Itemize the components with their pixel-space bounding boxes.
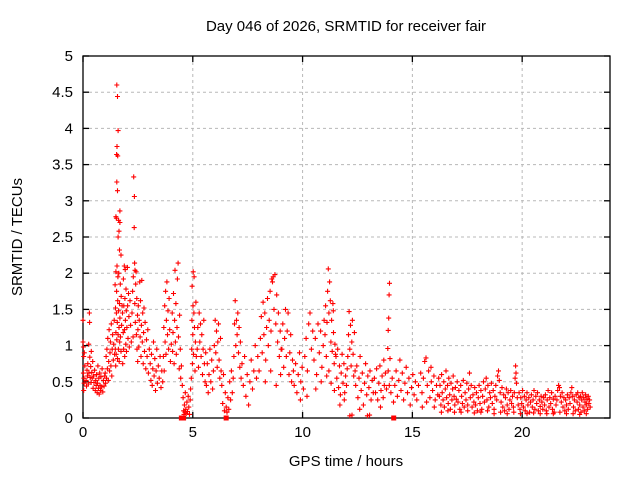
zero-marker xyxy=(181,415,187,421)
y-tick-label: 2.5 xyxy=(52,229,73,246)
y-tick-label: 2 xyxy=(65,265,73,282)
x-tick-label: 15 xyxy=(404,424,421,441)
y-tick-label: 1 xyxy=(65,338,73,355)
y-tick-label: 0.5 xyxy=(52,374,73,391)
y-tick-label: 3 xyxy=(65,193,73,210)
y-tick-label: 0 xyxy=(65,410,73,427)
y-tick-label: 1.5 xyxy=(52,301,73,318)
gridlines xyxy=(83,56,610,418)
chart-title: Day 046 of 2026, SRMTID for receiver fai… xyxy=(206,18,486,35)
y-tick-label: 4 xyxy=(65,120,73,137)
x-tick-label: 10 xyxy=(294,424,311,441)
x-tick-label: 20 xyxy=(514,424,531,441)
scatter-points-path xyxy=(80,82,593,419)
tick-labels: 0 5 10 15 20 0 0.5 1 1.5 2 2.5 3 3.5 4 4.5 5 xyxy=(52,48,530,441)
y-tick-label: 5 xyxy=(65,48,73,65)
y-axis-label: SRMTID / TECUs xyxy=(9,178,26,296)
y-tick-label: 3.5 xyxy=(52,157,73,174)
y-tick-label: 4.5 xyxy=(52,84,73,101)
zero-marker xyxy=(223,415,229,421)
x-tick-label: 5 xyxy=(189,424,197,441)
x-tick-label: 0 xyxy=(79,424,87,441)
plot-border xyxy=(82,55,611,419)
scatter-points xyxy=(80,82,593,421)
zero-marker xyxy=(391,415,397,421)
x-axis-label: GPS time / hours xyxy=(289,453,403,470)
